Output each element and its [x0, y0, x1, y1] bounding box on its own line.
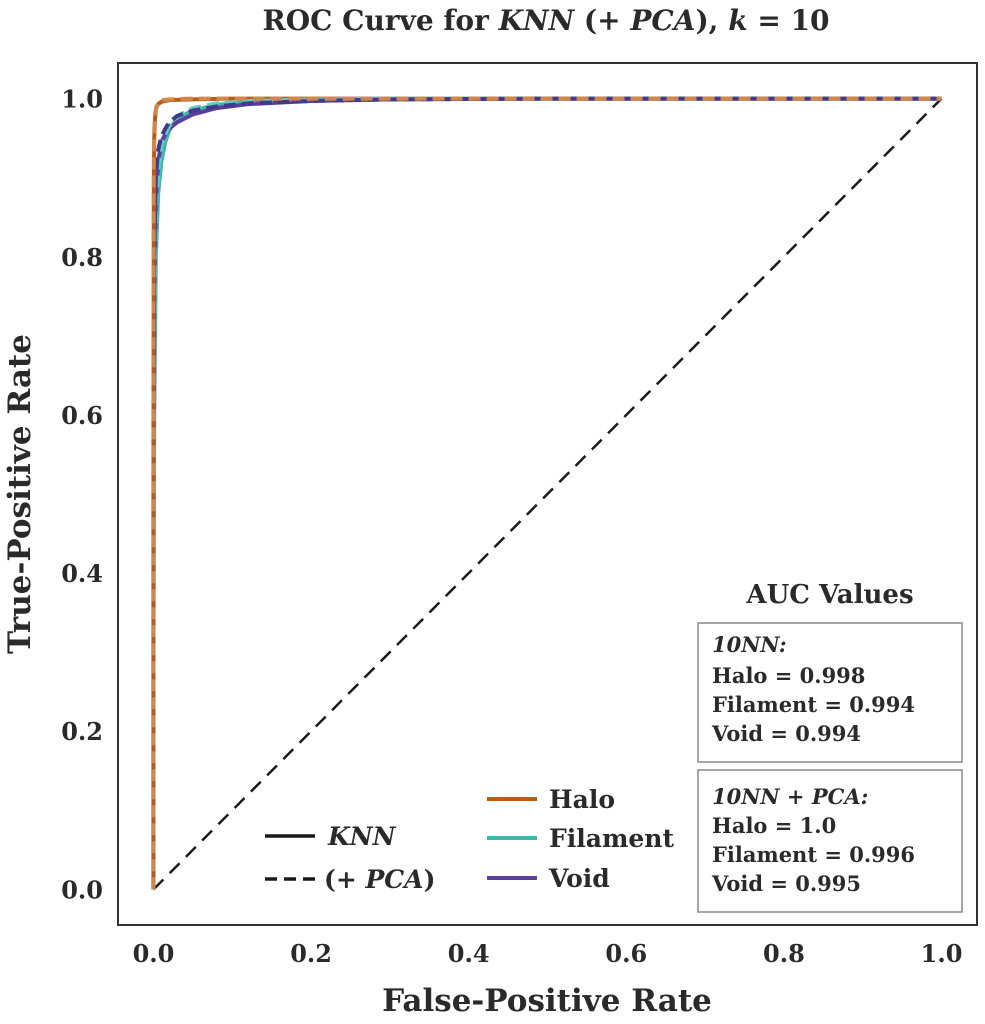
style-legend: KNN (+ PCA) [265, 822, 435, 894]
y-tick-label: 0.8 [61, 243, 103, 272]
auc-pca-filament: Filament = 0.996 [712, 842, 915, 867]
x-tick-label: 0.8 [763, 939, 805, 968]
chart-title: ROC Curve for KNN (+ PCA), k = 10 [262, 4, 829, 37]
x-tick-label: 0.2 [290, 939, 332, 968]
legend-halo-label: Halo [549, 785, 615, 814]
legend-knn-label: KNN [327, 822, 397, 851]
plot-frame [117, 62, 978, 926]
auc-knn-filament: Filament = 0.994 [712, 692, 915, 717]
y-tick-label: 1.0 [61, 85, 103, 114]
y-tick-labels: 0.0 0.2 0.4 0.6 0.8 1.0 [61, 85, 103, 905]
x-tick-label: 0.6 [605, 939, 647, 968]
auc-knn-halo: Halo = 0.998 [712, 663, 865, 688]
legend-void-label: Void [548, 864, 610, 893]
y-axis-label: True-Positive Rate [2, 334, 38, 654]
auc-title: AUC Values [745, 580, 913, 610]
auc-knn-void: Void = 0.994 [711, 721, 861, 746]
legend-pca-label: (+ PCA) [324, 865, 435, 894]
x-tick-label: 1.0 [921, 939, 963, 968]
legend-filament-label: Filament [549, 824, 674, 853]
x-axis-label: False-Positive Rate [382, 983, 712, 1019]
series-layer [151, 96, 943, 891]
x-tick-label: 0.4 [448, 939, 490, 968]
y-tick-label: 0.0 [61, 875, 103, 904]
chance-diagonal-line [152, 97, 943, 891]
auc-box-pca [697, 769, 963, 913]
auc-pca-void: Void = 0.995 [711, 871, 861, 896]
auc-pca-halo: Halo = 1.0 [712, 813, 836, 838]
auc-pca-heading: 10NN + PCA: [712, 784, 868, 809]
auc-box-knn [697, 622, 963, 763]
y-tick-label: 0.2 [61, 717, 103, 746]
y-tick-label: 0.4 [61, 559, 103, 588]
auc-knn-heading: 10NN: [712, 632, 787, 657]
y-tick-label: 0.6 [61, 401, 103, 430]
halo-pca-curve [151, 96, 942, 890]
x-tick-labels: 0.0 0.2 0.4 0.6 0.8 1.0 [133, 939, 963, 968]
x-tick-label: 0.0 [133, 939, 175, 968]
auc-panel: AUC Values 10NN: Halo = 0.998 Filament =… [697, 580, 963, 913]
class-legend: Halo Filament Void [487, 785, 674, 893]
